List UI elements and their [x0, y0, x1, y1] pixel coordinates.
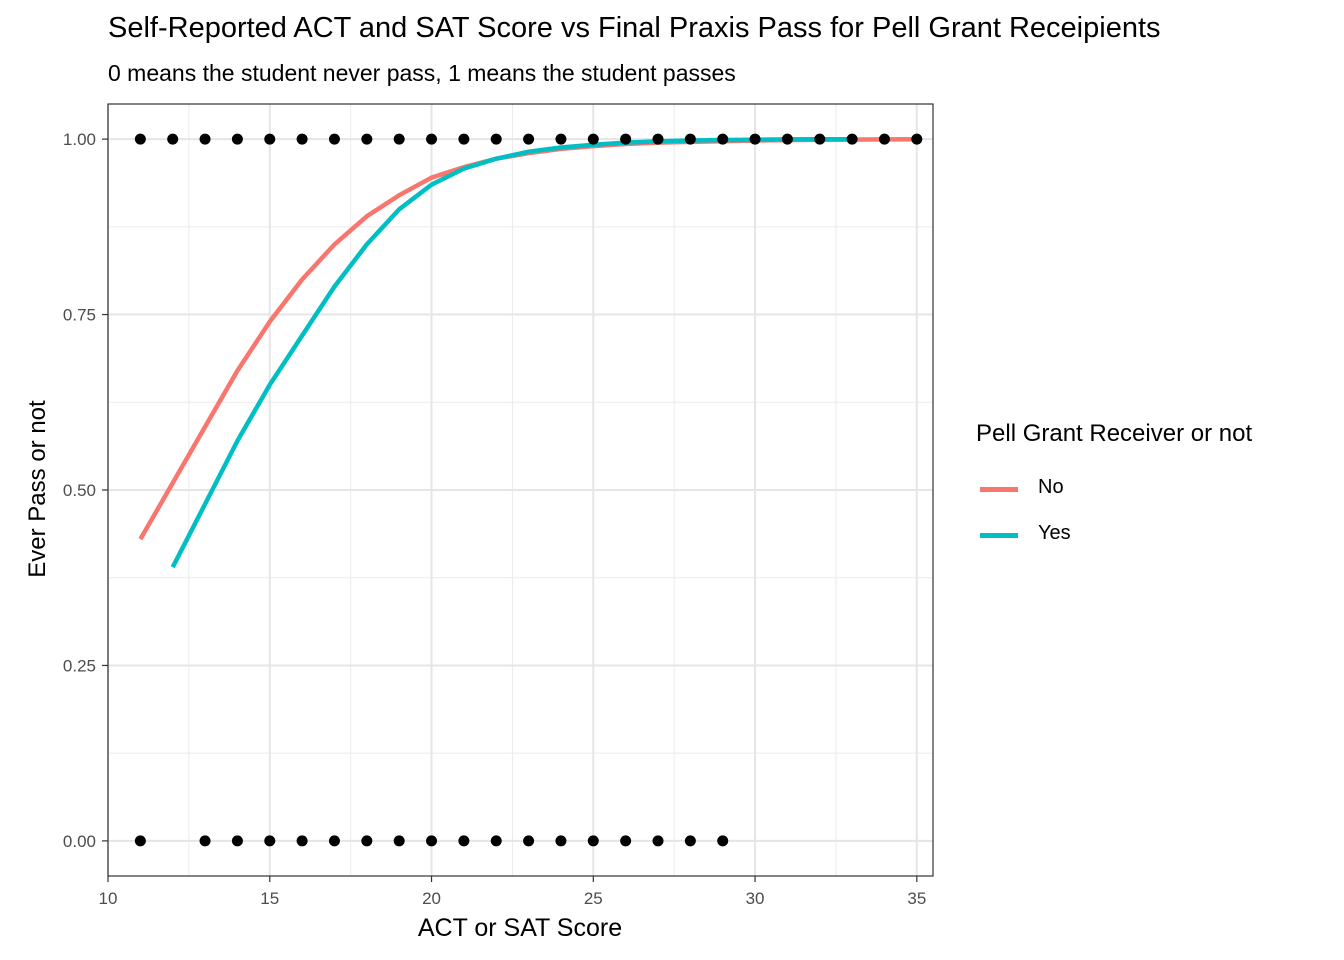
y-tick-label: 0.75	[63, 306, 96, 325]
series-line-no	[138, 137, 917, 541]
legend-label-yes: Yes	[1038, 522, 1071, 544]
data-point	[361, 835, 373, 847]
y-tick-label: 0.00	[63, 832, 96, 851]
x-axis-label: ACT or SAT Score	[417, 914, 623, 942]
x-tick-label: 10	[99, 889, 118, 908]
x-tick-label: 20	[422, 889, 441, 908]
legend-title: Pell Grant Receiver or not	[976, 420, 1253, 447]
y-tick-label: 0.25	[63, 656, 96, 675]
y-tick-label: 1.00	[63, 130, 96, 149]
data-point	[846, 133, 858, 145]
data-point	[652, 133, 664, 145]
data-point	[717, 133, 729, 145]
x-tick-label: 25	[584, 889, 603, 908]
series-line-yes	[170, 136, 853, 569]
data-point	[555, 133, 567, 145]
data-point	[199, 835, 211, 847]
data-point	[393, 835, 405, 847]
x-tick-label: 35	[907, 889, 926, 908]
data-point	[458, 133, 470, 145]
data-point	[781, 133, 793, 145]
data-point	[620, 835, 632, 847]
data-point	[814, 133, 826, 145]
data-point	[620, 133, 632, 145]
x-tick-label: 30	[746, 889, 765, 908]
data-point	[911, 133, 923, 145]
data-point	[134, 835, 146, 847]
data-point	[684, 835, 696, 847]
data-point	[167, 133, 179, 145]
data-point	[490, 133, 502, 145]
legend-key-yes	[980, 533, 1018, 538]
data-point	[555, 835, 567, 847]
y-tick-label: 0.50	[63, 481, 96, 500]
data-point	[296, 133, 308, 145]
data-point	[523, 133, 535, 145]
data-point	[458, 835, 470, 847]
legend-item-no: No	[976, 474, 1176, 504]
data-point	[231, 133, 243, 145]
chart-subtitle: 0 means the student never pass, 1 means …	[108, 60, 736, 86]
data-point	[134, 133, 146, 145]
data-point	[393, 133, 405, 145]
data-point	[231, 835, 243, 847]
data-point	[426, 835, 438, 847]
data-point	[587, 133, 599, 145]
legend-label-no: No	[1038, 476, 1064, 498]
x-tick-label: 15	[260, 889, 279, 908]
data-point	[652, 835, 664, 847]
data-point	[264, 835, 276, 847]
data-point	[361, 133, 373, 145]
chart-title: Self-Reported ACT and SAT Score vs Final…	[108, 12, 1161, 44]
data-point	[328, 835, 340, 847]
y-axis-label: Ever Pass or not	[24, 400, 51, 578]
data-point	[296, 835, 308, 847]
legend-item-yes: Yes	[976, 520, 1176, 550]
data-point	[749, 133, 761, 145]
data-point	[264, 133, 276, 145]
data-point	[878, 133, 890, 145]
data-point	[490, 835, 502, 847]
data-point	[199, 133, 211, 145]
data-point	[587, 835, 599, 847]
legend-key-no	[980, 487, 1018, 492]
data-point	[684, 133, 696, 145]
data-point	[717, 835, 729, 847]
data-point	[426, 133, 438, 145]
data-point	[523, 835, 535, 847]
data-point	[328, 133, 340, 145]
legend: Pell Grant Receiver or not No Yes	[976, 420, 1253, 544]
